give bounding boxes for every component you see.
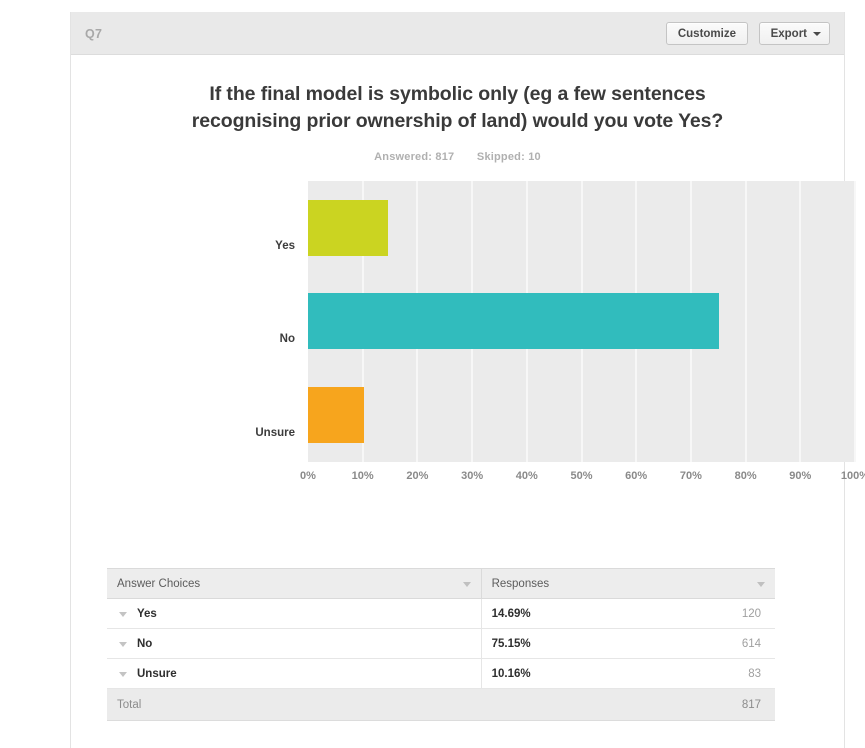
sort-descending-icon[interactable] (757, 582, 765, 587)
table-cell-answer-choice: Yes (107, 598, 482, 629)
card-header: Q7 Customize Export (71, 12, 844, 55)
table-cell-percent: 14.69% (481, 598, 629, 629)
table-cell-count: 83 (628, 658, 775, 689)
chart-bar-row: No (280, 275, 855, 369)
chart-x-tick-label: 90% (789, 470, 812, 482)
table-cell-percent: 10.16% (481, 658, 629, 689)
chart-gridline (854, 181, 856, 462)
chart-bar-row: Unsure (255, 368, 855, 462)
answer-choice-label: Unsure (137, 667, 177, 680)
chart-x-tick-label: 0% (300, 470, 316, 482)
table-foot: Total 817 (107, 688, 775, 721)
chart-category-label: Unsure (255, 426, 295, 439)
chart-gridline (799, 181, 802, 462)
page-title: If the final model is symbolic only (eg … (191, 83, 724, 132)
chart-x-tick-label: 50% (570, 470, 593, 482)
chevron-down-icon (813, 32, 821, 36)
table-cell-answer-choice: Unsure (107, 658, 482, 689)
sort-descending-icon[interactable] (462, 582, 471, 587)
bar-chart: Yes No Unsure 0% 10% 20% 30% 40% 50% 60% 70% 80% 90… (71, 181, 865, 501)
answer-choice-label: Yes (137, 607, 157, 620)
column-header-answer-choices[interactable]: Answer Choices (107, 568, 482, 599)
chart-gridline (744, 181, 747, 462)
chart-x-tick-label: 20% (406, 470, 429, 482)
skipped-count: Skipped: 10 (476, 151, 541, 163)
table-head: Answer Choices Responses (107, 568, 775, 599)
chart-x-tick-label: 40% (515, 470, 538, 482)
total-value: 817 (628, 688, 775, 721)
total-label: Total (107, 688, 482, 721)
chart-x-tick-label: 30% (461, 470, 484, 482)
chart-x-tick-label: 80% (734, 470, 757, 482)
table-total-row: Total 817 (107, 688, 775, 721)
customize-button[interactable]: Customize (665, 22, 748, 45)
chart-x-tick-label: 60% (625, 470, 648, 482)
chart-bar-row: Yes (275, 181, 855, 275)
question-number-label: Q7 (85, 27, 103, 41)
question-title-block: If the final model is symbolic only (eg … (71, 55, 844, 163)
column-header-answer-choices-label: Answer Choices (117, 577, 201, 590)
table-cell-percent: 75.15% (481, 628, 629, 659)
responses-table-wrap: Answer Choices Responses Yes 14.69% 120 No 7… (107, 568, 775, 721)
chevron-down-icon[interactable] (119, 672, 127, 677)
column-header-responses-label: Responses (491, 577, 550, 590)
chart-x-tick-label: 70% (679, 470, 702, 482)
chevron-down-icon[interactable] (119, 642, 127, 647)
table-cell-count: 614 (628, 628, 775, 659)
chart-category-label: Yes (275, 239, 295, 252)
question-result-card: Q7 Customize Export If the final model i… (70, 12, 865, 748)
chart-category-label: No (279, 333, 295, 346)
response-meta: Answered: 817 Skipped: 10 (166, 151, 749, 163)
export-button[interactable]: Export (758, 22, 830, 45)
chart-plot-area: Yes No Unsure (255, 181, 856, 462)
table-cell-count: 120 (628, 598, 775, 629)
chart-bar-unsure[interactable]: Unsure (255, 387, 364, 444)
table-body: Yes 14.69% 120 No 75.15% 614 Unsure 10.16% 83 (107, 598, 775, 689)
total-spacer (481, 688, 629, 721)
table-row: Yes 14.69% 120 (107, 598, 775, 629)
export-button-label: Export (770, 28, 807, 40)
chart-bar-no[interactable]: No (280, 293, 720, 350)
table-header-row: Answer Choices Responses (107, 568, 775, 599)
table-cell-answer-choice: No (107, 628, 482, 659)
answered-count: Answered: 817 (374, 151, 455, 163)
chart-bar-yes[interactable]: Yes (275, 199, 389, 256)
chart-x-tick-label: 100% (840, 470, 865, 482)
responses-table: Answer Choices Responses Yes 14.69% 120 No 7… (107, 568, 775, 721)
chart-x-tick-label: 10% (351, 470, 374, 482)
table-row: Unsure 10.16% 83 (107, 658, 775, 689)
chevron-down-icon[interactable] (119, 612, 127, 617)
column-header-responses[interactable]: Responses (481, 568, 775, 599)
answer-choice-label: No (137, 637, 153, 650)
table-row: No 75.15% 614 (107, 628, 775, 659)
